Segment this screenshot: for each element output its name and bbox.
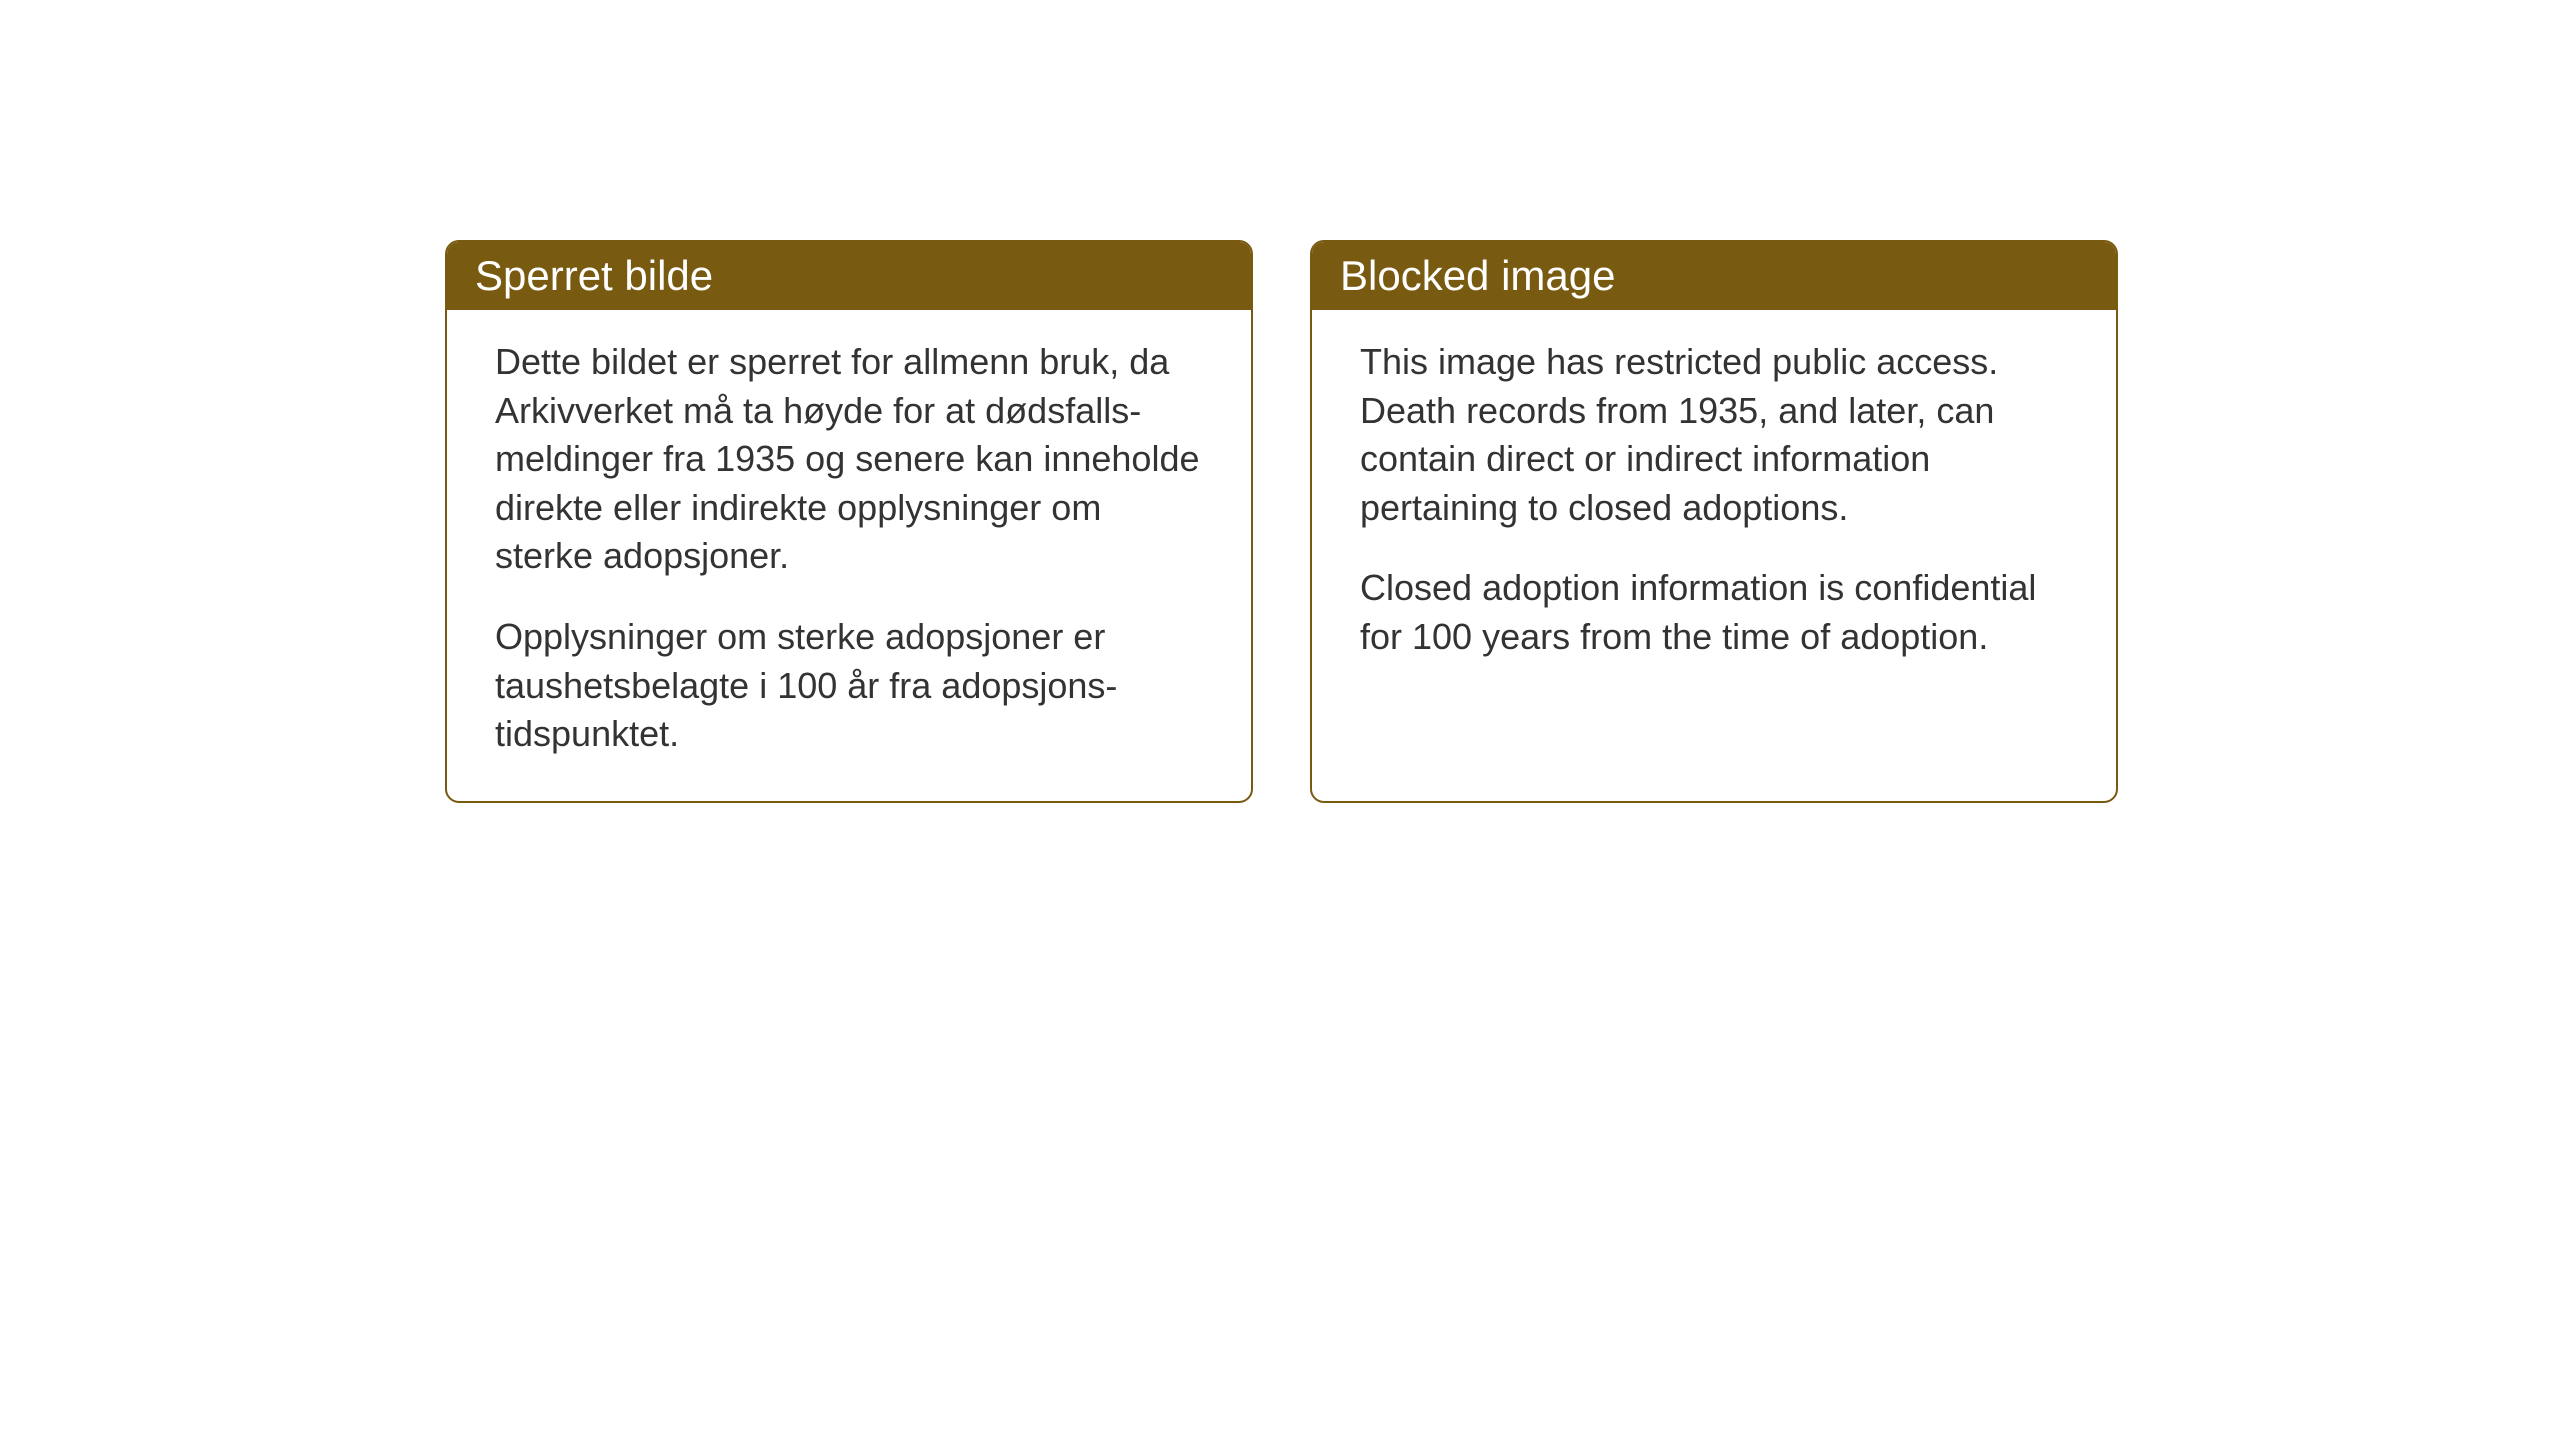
card-header-norwegian: Sperret bilde [447,242,1251,310]
card-paragraph-2-english: Closed adoption information is confident… [1360,564,2068,661]
card-paragraph-1-english: This image has restricted public access.… [1360,338,2068,532]
card-paragraph-1-norwegian: Dette bildet er sperret for allmenn bruk… [495,338,1203,581]
card-header-english: Blocked image [1312,242,2116,310]
card-body-norwegian: Dette bildet er sperret for allmenn bruk… [447,310,1251,801]
card-paragraph-2-norwegian: Opplysninger om sterke adopsjoner er tau… [495,613,1203,759]
card-title-english: Blocked image [1340,252,1615,299]
card-title-norwegian: Sperret bilde [475,252,713,299]
card-body-english: This image has restricted public access.… [1312,310,2116,704]
card-english: Blocked image This image has restricted … [1310,240,2118,803]
card-norwegian: Sperret bilde Dette bildet er sperret fo… [445,240,1253,803]
cards-container: Sperret bilde Dette bildet er sperret fo… [445,240,2118,803]
